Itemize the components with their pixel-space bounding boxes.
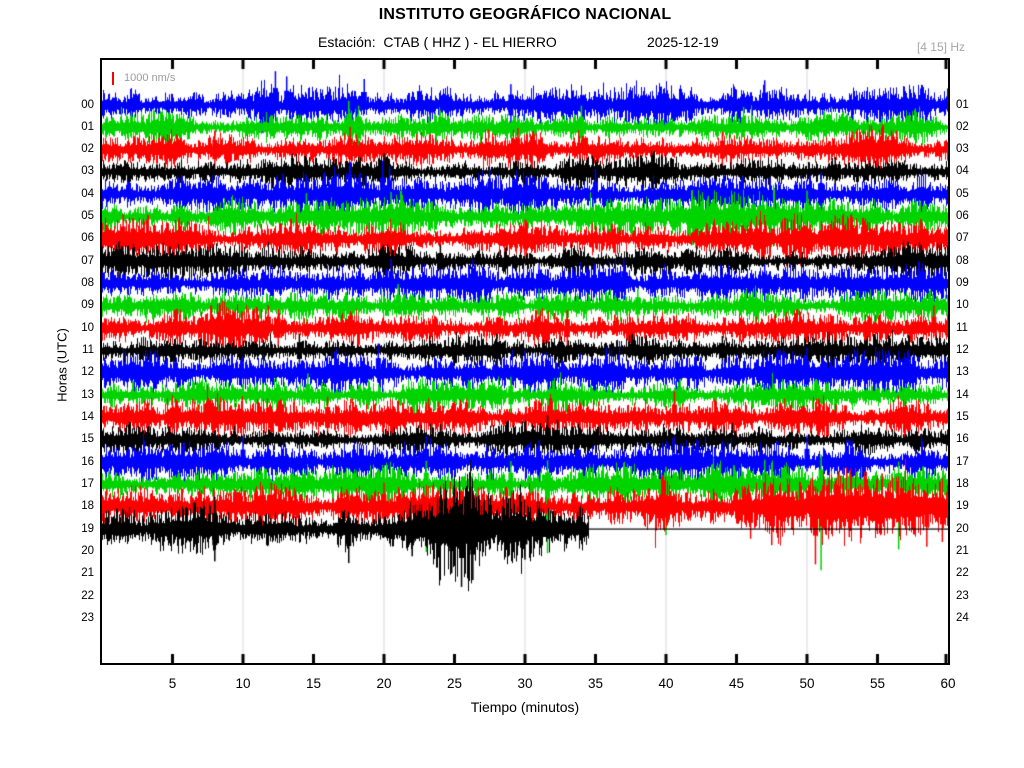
hour-label-right-22: 22	[956, 567, 969, 580]
hour-label-right-11: 11	[956, 321, 968, 334]
hour-label-left-08: 08	[81, 277, 94, 290]
hour-label-left-19: 19	[81, 522, 94, 535]
hour-label-right-21: 21	[956, 544, 969, 557]
hour-label-right-06: 06	[956, 210, 969, 223]
x-tick-label-5: 5	[168, 676, 177, 691]
hour-label-left-23: 23	[81, 611, 94, 624]
amplitude-scale-tick	[112, 72, 114, 85]
hour-label-left-15: 15	[81, 433, 94, 446]
x-tick-label-55: 55	[869, 676, 886, 691]
x-tick-label-60: 60	[940, 676, 956, 691]
hour-label-right-02: 02	[956, 120, 969, 133]
hour-label-right-09: 09	[956, 277, 969, 290]
hour-label-left-03: 03	[81, 165, 94, 178]
hour-label-left-22: 22	[81, 589, 94, 602]
hour-label-left-10: 10	[81, 321, 94, 334]
hour-label-left-00: 00	[81, 98, 94, 111]
x-tick-label-35: 35	[587, 676, 604, 691]
x-tick-label-25: 25	[446, 676, 463, 691]
hour-label-left-17: 17	[81, 477, 94, 490]
hour-label-left-04: 04	[81, 187, 94, 200]
plot-area	[100, 58, 950, 665]
hour-label-right-20: 20	[956, 522, 969, 535]
hour-label-right-14: 14	[956, 388, 969, 401]
hour-label-right-04: 04	[956, 165, 969, 178]
hour-label-right-18: 18	[956, 477, 969, 490]
x-tick-label-20: 20	[376, 676, 392, 691]
hour-label-right-03: 03	[956, 143, 969, 156]
hour-label-right-05: 05	[956, 187, 969, 200]
hour-label-left-05: 05	[81, 210, 94, 223]
hour-label-left-21: 21	[81, 567, 94, 580]
hour-label-left-14: 14	[81, 410, 94, 423]
hour-label-left-01: 01	[81, 120, 94, 133]
hour-label-left-07: 07	[81, 254, 94, 267]
station-label: Estación: CTAB ( HHZ ) - EL HIERRO	[318, 34, 557, 50]
hour-label-right-08: 08	[956, 254, 969, 267]
hour-label-left-20: 20	[81, 544, 94, 557]
hour-label-right-15: 15	[956, 410, 969, 423]
amplitude-scale-label: 1000 nm/s	[124, 72, 176, 84]
x-tick-label-15: 15	[305, 676, 322, 691]
x-tick-label-10: 10	[235, 676, 251, 691]
x-tick-label-45: 45	[728, 676, 745, 691]
hour-label-left-02: 02	[81, 143, 94, 156]
hour-label-left-11: 11	[82, 344, 94, 357]
date-label: 2025-12-19	[647, 34, 719, 50]
hour-label-left-09: 09	[81, 299, 94, 312]
hour-label-right-07: 07	[956, 232, 969, 245]
hour-label-right-17: 17	[956, 455, 969, 468]
hour-label-right-10: 10	[956, 299, 969, 312]
x-tick-label-30: 30	[517, 676, 533, 691]
hour-label-left-12: 12	[81, 366, 94, 379]
hour-label-right-24: 24	[956, 611, 969, 624]
x-tick-label-40: 40	[658, 676, 674, 691]
hour-label-right-23: 23	[956, 589, 969, 602]
hour-label-left-13: 13	[81, 388, 94, 401]
hour-label-left-16: 16	[81, 455, 94, 468]
x-axis-title: Tiempo (minutos)	[470, 699, 580, 715]
filter-band-label: [4 15] Hz	[916, 40, 965, 54]
hour-label-right-16: 16	[956, 433, 969, 446]
hour-label-right-01: 01	[956, 98, 969, 111]
hour-label-right-19: 19	[956, 500, 969, 513]
hour-label-left-18: 18	[81, 500, 94, 513]
seismogram-canvas	[102, 60, 948, 663]
hour-label-right-13: 13	[956, 366, 969, 379]
hour-label-left-06: 06	[81, 232, 94, 245]
x-tick-label-50: 50	[799, 676, 815, 691]
page-title: INSTITUTO GEOGRÁFICO NACIONAL	[378, 6, 672, 23]
hour-label-right-12: 12	[956, 344, 969, 357]
